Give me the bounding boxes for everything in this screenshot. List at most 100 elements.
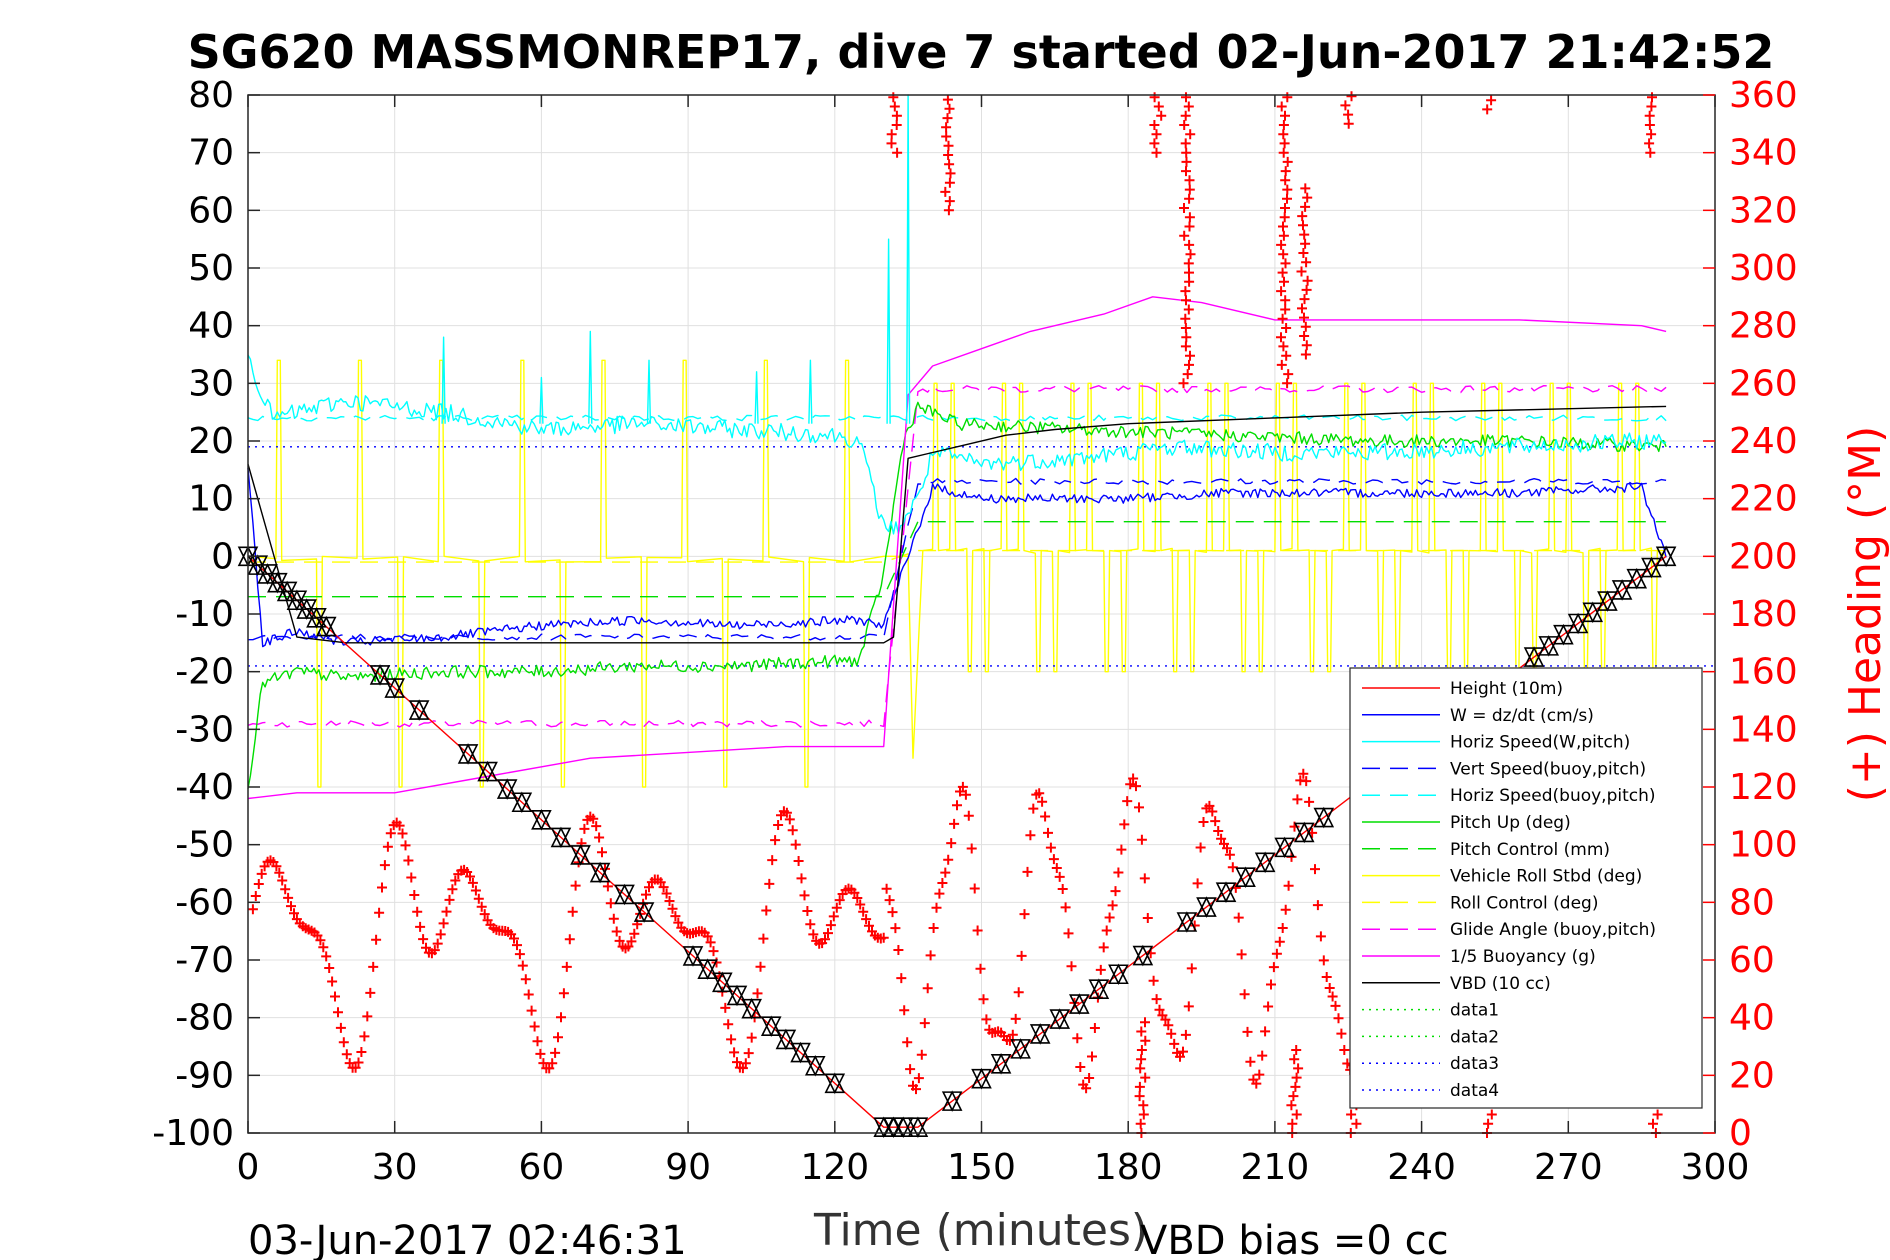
heading-mark xyxy=(911,1084,921,1095)
heading-mark xyxy=(1148,975,1159,986)
heading-mark xyxy=(289,908,299,919)
heading-mark xyxy=(1647,92,1657,103)
heading-mark xyxy=(720,1002,731,1013)
heading-mark xyxy=(1185,350,1195,361)
heading-mark xyxy=(429,945,440,956)
depth-marker xyxy=(1029,1023,1051,1045)
heading-mark xyxy=(1336,1028,1347,1039)
heading-mark xyxy=(362,1011,373,1022)
chart-title: SG620 MASSMONREP17, dive 7 started 02-Ju… xyxy=(188,25,1775,79)
heading-mark xyxy=(467,877,478,888)
heading-mark xyxy=(752,988,763,999)
y-tick-label-left: 60 xyxy=(188,190,234,231)
depth-marker xyxy=(614,883,635,906)
heading-mark xyxy=(1333,1013,1344,1024)
legend-label: Pitch Up (deg) xyxy=(1450,813,1571,833)
heading-mark xyxy=(1122,796,1133,807)
heading-mark xyxy=(1051,863,1062,873)
heading-mark xyxy=(1179,230,1190,241)
depth-marker xyxy=(1641,556,1662,579)
heading-mark xyxy=(247,904,258,915)
heading-mark xyxy=(1301,257,1312,268)
heading-mark xyxy=(588,813,599,824)
heading-mark xyxy=(1140,1017,1150,1028)
depth-marker xyxy=(1313,806,1335,829)
depth-marker xyxy=(1567,612,1589,635)
x-tick-label: 60 xyxy=(518,1147,564,1188)
heading-mark xyxy=(944,177,955,188)
legend: Height (10m) W = dz/dt (cm/s) Horiz Speed(… xyxy=(1349,667,1703,1109)
heading-mark xyxy=(385,828,396,839)
depth-marker xyxy=(990,1053,1012,1075)
heading-mark xyxy=(1280,295,1291,306)
heading-mark xyxy=(1277,313,1288,324)
heading-mark xyxy=(1184,175,1195,186)
heading-mark xyxy=(1645,147,1656,158)
heading-mark xyxy=(1297,303,1307,314)
heading-mark xyxy=(831,902,842,913)
heading-mark xyxy=(878,932,889,943)
heading-mark xyxy=(1298,220,1308,231)
heading-mark xyxy=(526,1005,537,1016)
heading-mark xyxy=(356,1047,367,1057)
heading-mark xyxy=(793,856,804,866)
legend-label: Pitch Control (mm) xyxy=(1450,840,1610,860)
depth-marker xyxy=(1293,821,1315,844)
heading-mark xyxy=(614,935,625,946)
heading-mark xyxy=(941,131,952,142)
heading-mark xyxy=(820,934,830,945)
spike-horiz-speed xyxy=(588,330,593,424)
depth-marker xyxy=(633,901,655,923)
heading-mark xyxy=(1119,819,1130,830)
heading-mark xyxy=(321,951,332,962)
heading-mark xyxy=(1151,129,1162,140)
heading-mark xyxy=(450,875,461,886)
depth-marker xyxy=(775,1028,797,1051)
heading-mark xyxy=(365,987,376,998)
heading-mark xyxy=(1278,341,1289,352)
x-tick-label: 210 xyxy=(1241,1147,1310,1188)
heading-mark xyxy=(858,906,869,917)
heading-mark xyxy=(1280,258,1291,269)
heading-mark xyxy=(1048,854,1059,865)
depth-markers xyxy=(237,545,1677,1139)
depth-marker xyxy=(1611,579,1633,601)
heading-mark xyxy=(944,103,955,114)
heading-mark xyxy=(1184,239,1195,250)
heading-mark xyxy=(899,1005,910,1016)
heading-mark xyxy=(1207,806,1218,817)
heading-mark xyxy=(1028,803,1039,814)
heading-mark xyxy=(1181,92,1191,103)
heading-mark xyxy=(1116,844,1127,855)
heading-mark xyxy=(394,820,405,831)
heading-mark xyxy=(1181,332,1192,343)
heading-mark xyxy=(1278,230,1289,241)
y-tick-label-right: 260 xyxy=(1729,363,1798,404)
heading-mark xyxy=(1286,1100,1297,1111)
legend-label: data3 xyxy=(1450,1054,1499,1074)
heading-mark xyxy=(1134,1091,1145,1102)
heading-mark xyxy=(1183,101,1194,112)
heading-mark xyxy=(1280,304,1291,315)
heading-mark xyxy=(435,929,446,940)
heading-mark xyxy=(371,934,382,945)
y-tick-label-left: -100 xyxy=(152,1113,234,1154)
footer-timestamp: 03-Jun-2017 02:46:31 xyxy=(248,1218,687,1260)
y-tick-label-right: 340 xyxy=(1729,133,1798,174)
heading-mark xyxy=(855,899,866,910)
heading-mark xyxy=(382,841,393,852)
depth-marker xyxy=(1132,944,1154,967)
heading-mark xyxy=(1216,833,1227,844)
heading-mark xyxy=(1245,1056,1256,1067)
heading-mark xyxy=(941,122,952,133)
heading-mark xyxy=(1140,1035,1151,1046)
heading-mark xyxy=(705,937,716,948)
y-tick-label-left: 20 xyxy=(188,421,234,462)
depth-marker xyxy=(1010,1038,1031,1060)
heading-mark xyxy=(729,1047,740,1058)
y-tick-label-right: 360 xyxy=(1729,75,1798,116)
heading-mark xyxy=(1290,1081,1301,1092)
heading-mark xyxy=(893,945,904,955)
heading-mark xyxy=(1652,1109,1663,1120)
x-tick-label: 120 xyxy=(800,1147,869,1188)
